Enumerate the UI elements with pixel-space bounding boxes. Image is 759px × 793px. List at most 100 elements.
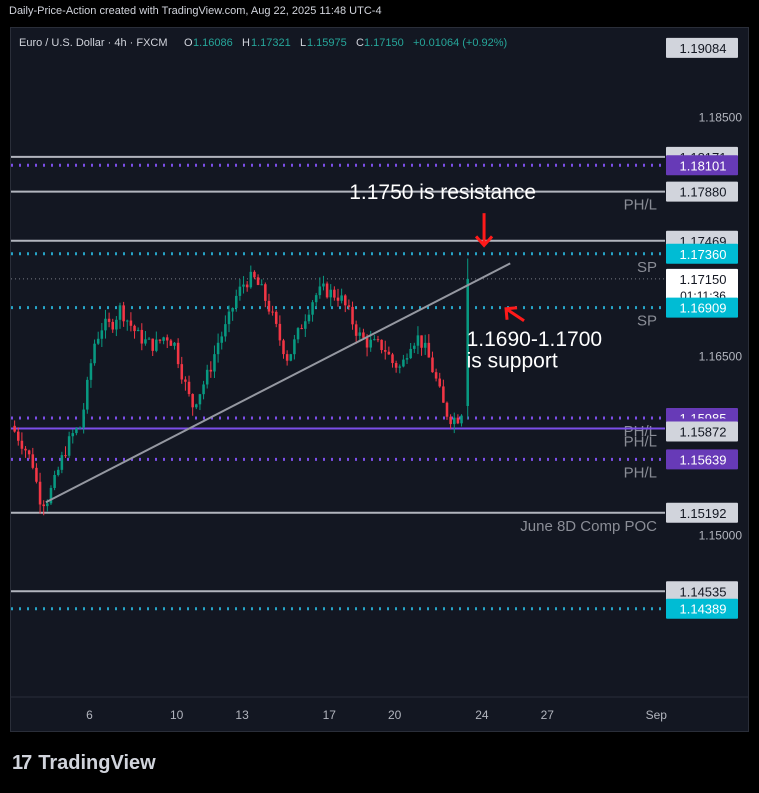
candle-body: [409, 348, 412, 359]
candle-body: [216, 342, 220, 355]
candle-body: [82, 409, 85, 428]
candle-body: [314, 295, 318, 303]
time-tick-label: 10: [170, 708, 184, 722]
time-axis: 6 10 13 17 20 24 27 Sep: [11, 696, 748, 722]
tradingview-logo: 17 TradingView: [12, 752, 156, 775]
price-tag-label: 1.14389: [680, 602, 727, 617]
candle-body: [213, 354, 216, 372]
candle-body: [380, 339, 383, 351]
candle-body: [238, 286, 242, 296]
level-side-label: PH/L: [624, 433, 657, 450]
price-tag: [666, 181, 738, 202]
price-tick-label: 1.18500: [699, 111, 743, 125]
level-side-label: SP: [637, 259, 657, 276]
candle-body: [420, 335, 423, 348]
candle-body: [427, 342, 431, 358]
candle-body: [147, 338, 151, 340]
candle-body: [129, 320, 133, 326]
candle-body: [333, 289, 336, 298]
candle-body: [445, 402, 449, 417]
price-tag-label: 1.15872: [680, 425, 727, 440]
candle-body: [136, 329, 140, 332]
time-tick-label: 20: [388, 708, 402, 722]
candle-body: [122, 305, 125, 322]
candle-body: [176, 342, 180, 365]
candle-body: [300, 328, 303, 330]
candle-body: [115, 319, 118, 330]
candle-body: [434, 372, 438, 379]
tradingview-wordmark: TradingView: [38, 752, 156, 774]
price-tag: [666, 268, 738, 305]
candle-body: [198, 394, 202, 405]
support-arrow-head: [504, 306, 518, 320]
candle-body: [202, 384, 205, 395]
candle-body: [169, 340, 173, 346]
candle-body: [27, 450, 31, 455]
last-candle-body: [466, 278, 469, 406]
candle-body: [125, 320, 129, 322]
candle-body: [224, 324, 227, 337]
candle-body: [78, 427, 82, 429]
legend-l-label: L: [300, 37, 306, 49]
price-tag: [666, 449, 738, 470]
candle-body: [107, 318, 111, 322]
time-tick-label: 24: [475, 708, 489, 722]
candle-body: [442, 386, 445, 403]
candle-body: [322, 283, 325, 287]
candle-body: [318, 286, 322, 296]
price-tag-label: 1.14535: [680, 584, 727, 599]
legend-change: +0.01064 (+0.92%): [413, 37, 507, 49]
candle-body: [264, 284, 267, 301]
candle-body: [184, 379, 187, 382]
candle-body: [285, 354, 289, 361]
legend-symbol: Euro / U.S. Dollar · 4h · FXCM: [19, 37, 168, 49]
candle-body: [64, 455, 67, 457]
candle-body: [307, 314, 311, 322]
candle-body: [104, 318, 107, 331]
price-tag-label: 1.18101: [680, 158, 727, 173]
candle-body: [234, 295, 238, 309]
candle-body: [267, 300, 271, 312]
candle-body: [60, 455, 64, 470]
time-tick-label: 6: [86, 708, 93, 722]
chart-frame[interactable]: [10, 27, 749, 732]
legend-open: 1.16086: [193, 37, 233, 49]
candle-body: [24, 448, 27, 451]
candle-body: [343, 295, 347, 306]
legend-h-label: H: [242, 37, 250, 49]
price-tag-label: 1.16909: [680, 301, 727, 316]
candle-body: [329, 289, 333, 298]
price-tag-label: 1.15639: [680, 452, 727, 467]
level-side-label: PH/L: [624, 197, 657, 214]
candle-body: [227, 311, 231, 325]
price-tag: [666, 243, 738, 264]
candle-body: [460, 415, 463, 424]
candle-body: [271, 311, 274, 313]
price-tick-label: 1.15000: [699, 529, 743, 543]
candle-body: [173, 342, 176, 346]
price-tick-label: 1.16500: [699, 350, 743, 364]
candle-body: [256, 277, 260, 285]
candle-body: [387, 351, 391, 355]
candle-body: [376, 339, 380, 341]
candle-body: [187, 381, 191, 395]
tradingview-logo-icon: 17: [12, 752, 32, 774]
candle-body: [49, 487, 53, 504]
candle-body: [358, 332, 362, 336]
candle-body: [293, 339, 296, 355]
candle-body: [42, 504, 45, 507]
candle-body: [431, 357, 434, 373]
annotation-text: is support: [467, 349, 558, 372]
candle-body: [373, 339, 376, 341]
candle-body: [133, 325, 136, 332]
price-tag: [666, 155, 738, 176]
candle-body: [89, 363, 93, 380]
candle-body: [304, 321, 307, 329]
candle-body: [402, 359, 405, 367]
candle-body: [56, 469, 60, 476]
candle-body: [209, 369, 213, 372]
candle-body: [46, 503, 49, 507]
annotation-text: 1.1750 is resistance: [349, 181, 536, 204]
